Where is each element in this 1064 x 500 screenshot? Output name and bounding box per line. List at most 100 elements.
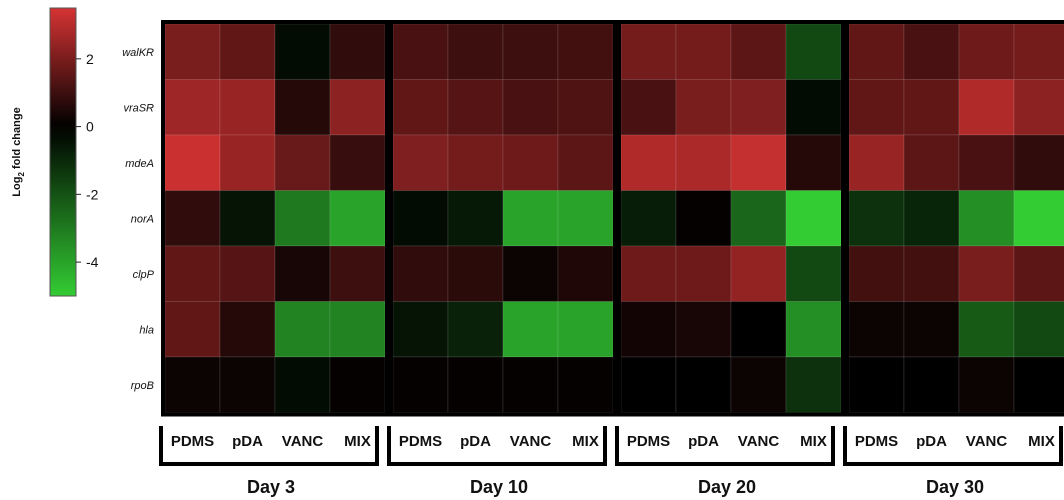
heatmap-cell [730, 301, 787, 358]
heatmap-cell [620, 23, 677, 80]
heatmap-cell [447, 79, 504, 136]
condition-label: MIX [572, 433, 599, 450]
colorbar-tick-label: -4 [86, 254, 99, 270]
condition-label: PDMS [171, 433, 214, 450]
heatmap-cell [219, 79, 276, 136]
heatmap-cell [164, 301, 221, 358]
heatmap-cell [447, 23, 504, 80]
heatmap-cell [675, 356, 732, 413]
heatmap-cell [848, 301, 905, 358]
heatmap-cell [675, 245, 732, 302]
heatmap-cell [274, 356, 331, 413]
heatmap-cell [848, 190, 905, 247]
panel-frame [617, 20, 845, 417]
heatmap-cell [620, 245, 677, 302]
heatmap-cell [848, 134, 905, 191]
heatmap-cell [392, 190, 449, 247]
colorbar-tick-label: 2 [86, 51, 94, 67]
heatmap-cell [620, 356, 677, 413]
heatmap-cell [675, 301, 732, 358]
heatmap-cell [274, 79, 331, 136]
heatmap-panel [620, 23, 842, 413]
gene-label: hla [139, 324, 154, 336]
heatmap-cell [958, 134, 1015, 191]
heatmap-cell [903, 190, 960, 247]
day-label: Day 30 [926, 477, 984, 497]
heatmap-cell [785, 79, 842, 136]
gene-label: mdeA [125, 158, 154, 170]
condition-label: PDMS [627, 433, 670, 450]
heatmap-cell [675, 23, 732, 80]
heatmap-panel [164, 23, 386, 413]
heatmap-cell [392, 245, 449, 302]
heatmap-cell [502, 23, 559, 80]
heatmap-cell [557, 134, 614, 191]
heatmap-cell [164, 79, 221, 136]
heatmap-cell [675, 190, 732, 247]
heatmap-cell [219, 301, 276, 358]
condition-label: MIX [800, 433, 827, 450]
heatmap-cell [730, 245, 787, 302]
heatmap-cell [557, 79, 614, 136]
colorbar-label-main: Log [11, 177, 23, 197]
heatmap-cell [502, 134, 559, 191]
heatmap-cell [447, 356, 504, 413]
panel-frame [389, 20, 617, 417]
heatmap-panel [392, 23, 614, 413]
heatmap-cell [620, 301, 677, 358]
panel-frame [845, 20, 1064, 417]
heatmap-cell [219, 23, 276, 80]
heatmap-cell [730, 79, 787, 136]
heatmap-cell [785, 301, 842, 358]
colorbar-tick-label: 0 [86, 119, 94, 135]
heatmap-cell [958, 301, 1015, 358]
heatmap-cell [219, 356, 276, 413]
heatmap-cell [730, 134, 787, 191]
heatmap-cell [1013, 245, 1064, 302]
condition-label: MIX [1028, 433, 1055, 450]
condition-label: VANC [966, 433, 1008, 450]
gene-label: norA [131, 213, 154, 225]
heatmap-cell [958, 356, 1015, 413]
heatmap-cell [1013, 23, 1064, 80]
heatmap-cell [903, 301, 960, 358]
gene-label: walKR [122, 47, 154, 59]
heatmap-cell [329, 245, 386, 302]
heatmap-cell [392, 356, 449, 413]
heatmap-cell [392, 134, 449, 191]
heatmap-cell [557, 23, 614, 80]
heatmap-cell [785, 23, 842, 80]
heatmap-cell [502, 190, 559, 247]
condition-label: pDA [688, 433, 719, 450]
heatmap-cell [274, 190, 331, 247]
heatmap-cell [620, 79, 677, 136]
day-label: Day 20 [698, 477, 756, 497]
heatmap-cell [903, 356, 960, 413]
gene-label: rpoB [131, 380, 154, 392]
heatmap-cell [392, 23, 449, 80]
heatmap-cell [848, 356, 905, 413]
heatmap-cell [447, 301, 504, 358]
heatmap-cell [502, 79, 559, 136]
heatmap-cell [447, 245, 504, 302]
heatmap-cell [274, 134, 331, 191]
heatmap-cell [675, 79, 732, 136]
heatmap-cell [447, 134, 504, 191]
heatmap-cell [274, 245, 331, 302]
panel-frame [161, 20, 389, 417]
condition-label: pDA [916, 433, 947, 450]
heatmap-cell [730, 190, 787, 247]
condition-label: pDA [232, 433, 263, 450]
heatmap-cell [329, 79, 386, 136]
heatmap-cell [557, 356, 614, 413]
condition-label: PDMS [399, 433, 442, 450]
heatmap-cell [958, 190, 1015, 247]
heatmap-cell [620, 134, 677, 191]
heatmap-cell [903, 245, 960, 302]
colorbar-tick-label: -2 [86, 186, 99, 202]
heatmap-panel [848, 23, 1064, 413]
heatmap-cell [164, 356, 221, 413]
heatmap-cell [730, 23, 787, 80]
heatmap-cell [1013, 356, 1064, 413]
